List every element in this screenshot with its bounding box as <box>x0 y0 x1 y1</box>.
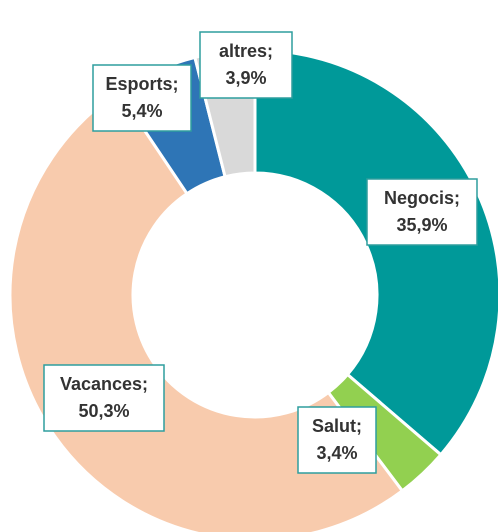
value-label: 3,9% <box>225 68 266 88</box>
label-box <box>366 178 478 246</box>
category-label: altres; <box>219 41 273 61</box>
category-label: Negocis; <box>384 188 460 208</box>
label-box <box>92 64 192 132</box>
value-label: 3,4% <box>316 443 357 463</box>
value-label: 50,3% <box>78 401 129 421</box>
value-label: 35,9% <box>396 215 447 235</box>
slices <box>8 48 498 532</box>
label-box <box>43 364 165 432</box>
labels: Negocis; 35,9% Salut; 3,4% Vacances; 50,3% Esp… <box>43 31 478 474</box>
label-box <box>297 406 377 474</box>
category-label: Vacances; <box>60 374 148 394</box>
category-label: Salut; <box>312 416 362 436</box>
label-box <box>199 31 293 99</box>
value-label: 5,4% <box>121 101 162 121</box>
category-label: Esports; <box>105 74 178 94</box>
slice <box>253 48 498 457</box>
